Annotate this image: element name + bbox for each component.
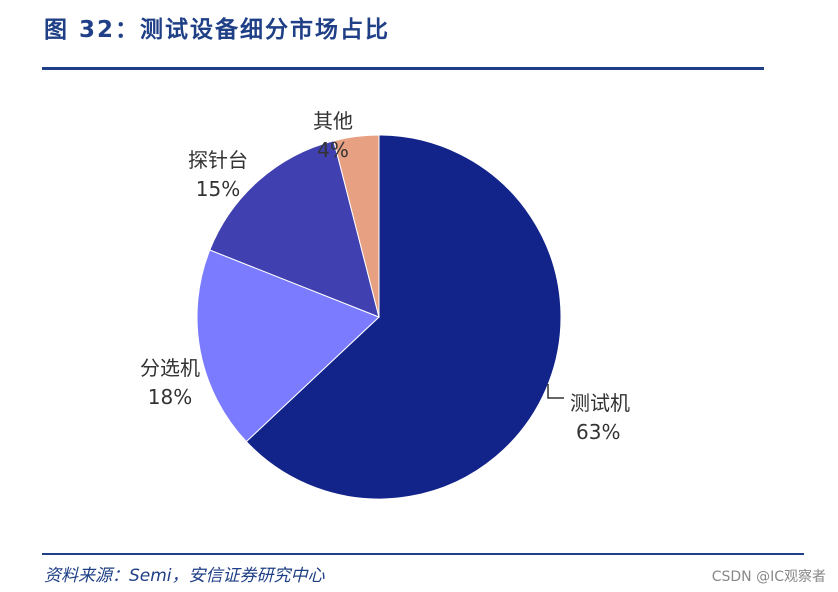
slice-value-label-2: 18% [148,385,192,409]
pie-slice-2 [196,249,380,443]
source-note: 资料来源：Semi，安信证券研究中心 [44,566,325,586]
top-divider [42,67,764,70]
pie-slice-1 [245,134,562,500]
watermark-text: CSDN @IC观察者 [711,569,826,585]
slice-category-label-1: 测试机 [570,391,630,415]
pie-slice-4 [333,134,380,318]
slice-value-label-4: 4% [317,138,349,162]
slice-category-label-2: 分选机 [140,356,200,380]
slice-category-label-4: 其他 [313,109,353,133]
bottom-divider [42,553,804,555]
slice-value-label-1: 63% [576,420,620,444]
chart-title: 图 32：测试设备细分市场占比 [44,17,391,43]
slice-category-label-3: 探针台 [188,148,248,172]
slice-value-label-3: 15% [196,177,240,201]
leader-line-1 [547,384,564,399]
pie-slice-3 [209,140,380,318]
